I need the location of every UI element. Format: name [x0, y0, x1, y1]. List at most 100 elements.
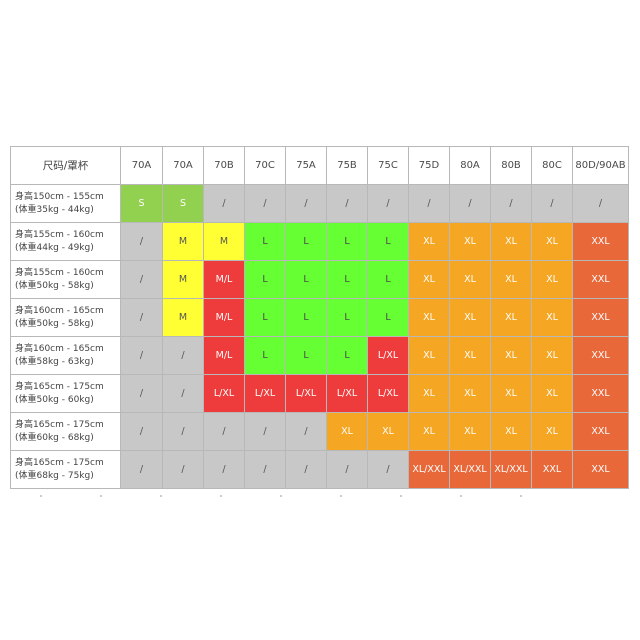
- size-cell: S: [162, 184, 204, 223]
- size-cell: M: [162, 298, 204, 337]
- size-cell: XL: [367, 412, 409, 451]
- size-cell: /: [120, 374, 163, 413]
- size-cell: XXL: [572, 374, 629, 413]
- size-cell: L: [285, 298, 327, 337]
- size-cell: L: [367, 298, 409, 337]
- column-header: 80C: [531, 146, 573, 185]
- row-weight-range: (体重50kg - 58kg): [15, 280, 94, 291]
- size-cell: L: [367, 260, 409, 299]
- size-cell: M/L: [203, 260, 245, 299]
- row-label: 身高165cm - 175cm (体重68kg - 75kg): [10, 450, 121, 489]
- size-cell: L/XL: [285, 374, 327, 413]
- size-cell: /: [572, 184, 629, 223]
- size-cell: XL: [531, 298, 573, 337]
- size-cell: /: [162, 374, 204, 413]
- size-cell: L: [244, 260, 286, 299]
- header-row: 尺码/罩杯 70A 70A 70B 70C 75A 75B 75C 75D 80A 80B 80C 8…: [10, 146, 629, 185]
- row-weight-range: (体重35kg - 44kg): [15, 204, 94, 215]
- size-cell: XXL: [572, 336, 629, 375]
- size-cell: /: [162, 336, 204, 375]
- size-cell: L/XL: [367, 374, 409, 413]
- size-cell: XL: [449, 336, 491, 375]
- size-cell: /: [203, 184, 245, 223]
- size-cell: M/L: [203, 336, 245, 375]
- size-cell: /: [531, 184, 573, 223]
- row-label: 身高160cm - 165cm (体重58kg - 63kg): [10, 336, 121, 375]
- row-label: 身高165cm - 175cm (体重50kg - 60kg): [10, 374, 121, 413]
- size-cell: XL: [531, 336, 573, 375]
- size-cell: L: [244, 336, 286, 375]
- size-cell: L/XL: [244, 374, 286, 413]
- table-row: 身高165cm - 175cm (体重50kg - 60kg) / / L/XL L/XL…: [10, 374, 629, 413]
- size-cell: L: [326, 336, 368, 375]
- size-cell: XXL: [572, 222, 629, 261]
- size-cell: /: [449, 184, 491, 223]
- row-height-range: 身高155cm - 160cm: [15, 267, 104, 278]
- size-cell: L/XL: [367, 336, 409, 375]
- size-cell: M/L: [203, 298, 245, 337]
- size-cell: /: [285, 184, 327, 223]
- size-cell: /: [120, 222, 163, 261]
- column-header: 70A: [120, 146, 163, 185]
- size-cell: L: [326, 298, 368, 337]
- table-row: 身高165cm - 175cm (体重60kg - 68kg) / / / / / XL XL X…: [10, 412, 629, 451]
- size-cell: /: [203, 412, 245, 451]
- row-weight-range: (体重50kg - 58kg): [15, 318, 94, 329]
- row-label: 身高160cm - 165cm (体重50kg - 58kg): [10, 298, 121, 337]
- size-cell: /: [162, 450, 204, 489]
- size-cell: XL: [408, 412, 450, 451]
- size-cell: /: [326, 450, 368, 489]
- size-cell: XL: [408, 222, 450, 261]
- size-cell: L: [244, 222, 286, 261]
- size-cell: XL: [449, 412, 491, 451]
- size-cell: M: [162, 222, 204, 261]
- size-cell: /: [367, 184, 409, 223]
- row-label: 身高155cm - 160cm (体重50kg - 58kg): [10, 260, 121, 299]
- size-cell: XL: [531, 374, 573, 413]
- size-cell: L/XL: [203, 374, 245, 413]
- size-cell: XL: [408, 336, 450, 375]
- column-header: 75C: [367, 146, 409, 185]
- size-cell: /: [244, 450, 286, 489]
- size-cell: /: [120, 450, 163, 489]
- column-header: 80D/90AB: [572, 146, 629, 185]
- size-cell: XL/XXL: [408, 450, 450, 489]
- size-cell: /: [120, 336, 163, 375]
- column-header: 80A: [449, 146, 491, 185]
- row-weight-range: (体重44kg - 49kg): [15, 242, 94, 253]
- row-height-range: 身高150cm - 155cm: [15, 191, 104, 202]
- column-header: 70C: [244, 146, 286, 185]
- column-header: 80B: [490, 146, 532, 185]
- row-weight-range: (体重50kg - 60kg): [15, 394, 94, 405]
- table-row: 身高155cm - 160cm (体重44kg - 49kg) / M M L L L L XL X…: [10, 222, 629, 261]
- column-header: 75D: [408, 146, 450, 185]
- size-cell: XL/XXL: [490, 450, 532, 489]
- size-cell: XL: [490, 336, 532, 375]
- size-cell: XXL: [572, 450, 629, 489]
- size-cell: XL: [449, 260, 491, 299]
- size-cell: L/XL: [326, 374, 368, 413]
- size-cell: /: [285, 450, 327, 489]
- row-weight-range: (体重58kg - 63kg): [15, 356, 94, 367]
- size-cell: /: [203, 450, 245, 489]
- table-row: 身高160cm - 165cm (体重58kg - 63kg) / / M/L L L L L/…: [10, 336, 629, 375]
- size-cell: XL: [490, 412, 532, 451]
- size-cell: /: [162, 412, 204, 451]
- corner-header: 尺码/罩杯: [10, 146, 121, 185]
- size-cell: XL: [490, 374, 532, 413]
- size-cell: XXL: [572, 260, 629, 299]
- size-cell: /: [490, 184, 532, 223]
- row-height-range: 身高155cm - 160cm: [15, 229, 104, 240]
- row-height-range: 身高165cm - 175cm: [15, 381, 104, 392]
- size-cell: XL: [449, 298, 491, 337]
- table-body: 身高150cm - 155cm (体重35kg - 44kg) S S / / / / / / / /…: [10, 184, 629, 489]
- size-cell: L: [326, 260, 368, 299]
- row-label: 身高155cm - 160cm (体重44kg - 49kg): [10, 222, 121, 261]
- size-chart-table: 尺码/罩杯 70A 70A 70B 70C 75A 75B 75C 75D 80A 80B 80C 8…: [10, 146, 629, 489]
- size-cell: /: [367, 450, 409, 489]
- size-cell: XL: [408, 298, 450, 337]
- size-cell: /: [244, 184, 286, 223]
- size-cell: /: [285, 412, 327, 451]
- size-cell: XL: [490, 260, 532, 299]
- size-cell: XL: [449, 222, 491, 261]
